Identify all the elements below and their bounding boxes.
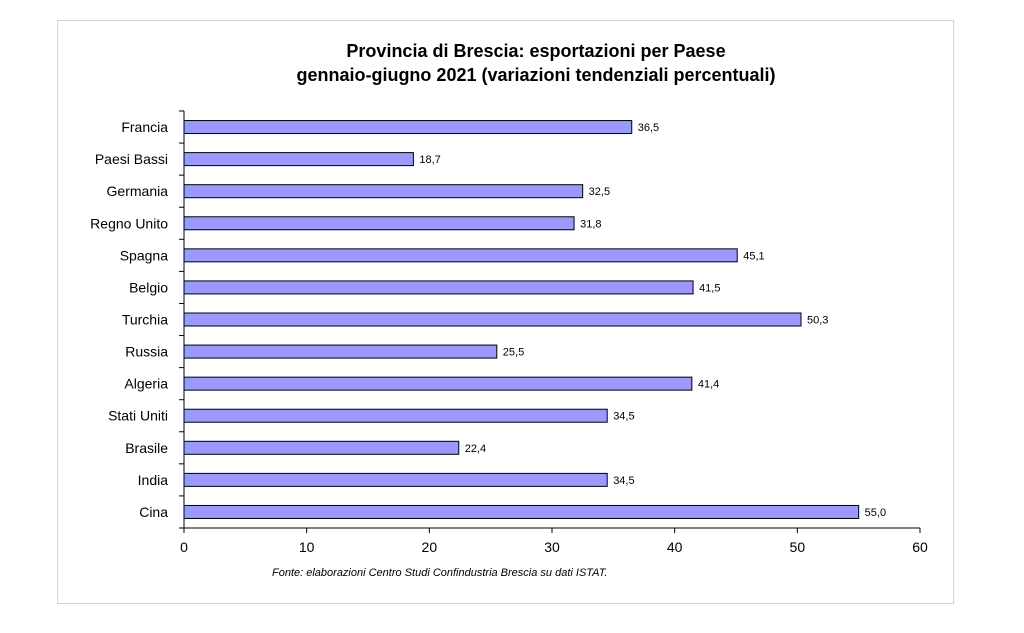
category-label: Spagna: [120, 247, 168, 263]
bar: [183, 216, 575, 231]
bar: [183, 120, 633, 135]
bar: [183, 440, 460, 455]
category-label: Cina: [139, 504, 168, 520]
x-tick-label: 0: [180, 539, 188, 555]
source-note: Fonte: elaborazioni Centro Studi Confind…: [272, 567, 607, 579]
data-label: 36,5: [638, 122, 659, 134]
data-label: 55,0: [865, 507, 886, 519]
category-label: Algeria: [124, 376, 168, 392]
bar: [183, 504, 860, 519]
bar: [183, 408, 608, 423]
x-tick-label: 40: [667, 539, 683, 555]
bar: [183, 152, 414, 167]
data-label: 45,1: [743, 250, 764, 262]
bar: [183, 184, 584, 199]
category-label: Regno Unito: [90, 215, 168, 231]
plot-area: 0 10 20 30 40 50 60 Francia 36,5 Paesi Bassi 18,7 G…: [90, 110, 928, 555]
data-label: 31,8: [580, 218, 601, 230]
bar: [183, 344, 498, 359]
bar: [183, 376, 693, 391]
category-label: Francia: [121, 119, 168, 135]
bar: [183, 248, 738, 263]
data-label: 25,5: [503, 347, 524, 359]
bar: [183, 280, 694, 295]
category-label: Russia: [125, 344, 168, 360]
x-tick-label: 10: [299, 539, 315, 555]
data-label: 18,7: [419, 154, 440, 166]
data-label: 34,5: [613, 411, 634, 423]
x-tick-label: 30: [544, 539, 560, 555]
chart-subtitle: gennaio-giugno 2021 (variazioni tendenzi…: [296, 65, 775, 85]
data-label: 41,5: [699, 282, 720, 294]
category-label: Belgio: [129, 279, 168, 295]
data-label: 50,3: [807, 315, 828, 327]
category-label: India: [138, 472, 169, 488]
chart-title: Provincia di Brescia: esportazioni per P…: [346, 41, 725, 61]
category-label: Brasile: [125, 440, 168, 456]
category-label: Paesi Bassi: [95, 151, 168, 167]
x-tick-label: 20: [422, 539, 438, 555]
x-tick-label: 50: [790, 539, 806, 555]
data-label: 32,5: [589, 186, 610, 198]
data-label: 41,4: [698, 379, 719, 391]
data-label: 22,4: [465, 443, 486, 455]
category-label: Germania: [107, 183, 169, 199]
bar: [183, 472, 608, 487]
x-tick-label: 60: [912, 539, 928, 555]
data-label: 34,5: [613, 475, 634, 487]
category-label: Turchia: [122, 312, 168, 328]
category-label: Stati Uniti: [108, 408, 168, 424]
bar: [183, 312, 802, 327]
